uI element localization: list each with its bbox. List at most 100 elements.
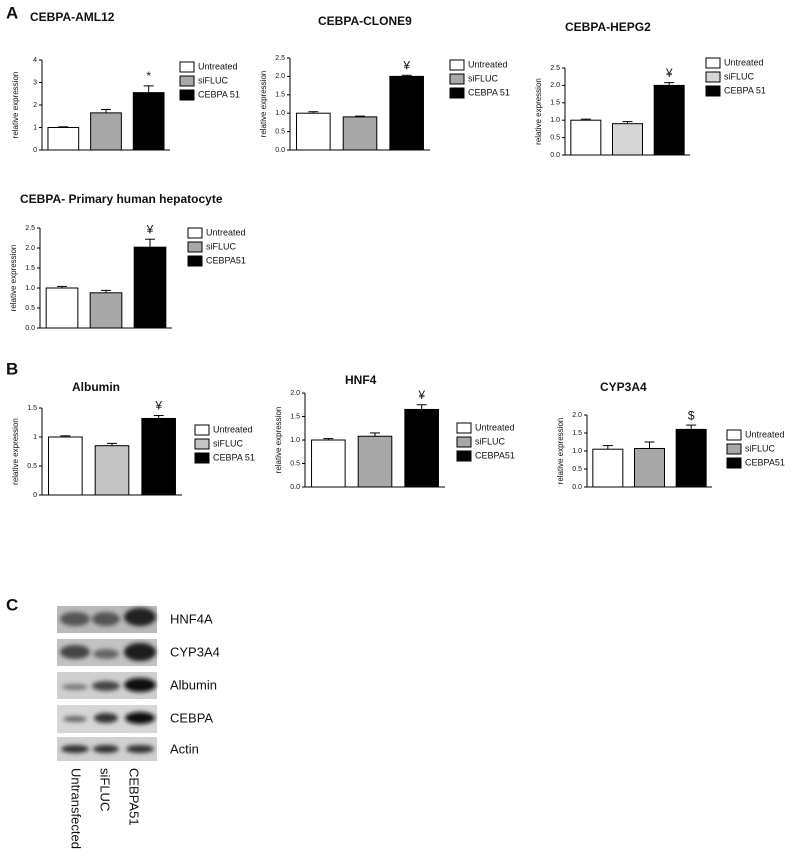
annotation: ¥: [402, 58, 410, 72]
band: [63, 716, 87, 722]
band-label: CYP3A4: [170, 644, 220, 659]
bar: [404, 408, 439, 488]
bar: [90, 112, 122, 151]
legend-swatch: [456, 422, 472, 434]
lane-label: Untransfected: [69, 768, 84, 849]
y-tick-label: 0.5: [550, 134, 560, 141]
bar: [132, 92, 165, 151]
band-label: Albumin: [170, 677, 217, 692]
band: [60, 645, 90, 659]
legend-label: Untreated: [213, 424, 253, 434]
band: [61, 745, 89, 753]
bar: [389, 75, 424, 151]
y-tick-label: 1.0: [275, 110, 285, 117]
y-tick-label: 2.5: [25, 225, 35, 232]
band: [126, 745, 154, 753]
band: [60, 612, 90, 626]
y-tick-label: 3: [33, 79, 37, 86]
y-tick-label: 1.5: [275, 92, 285, 99]
y-tick-label: 2.0: [550, 82, 560, 89]
y-axis-label: relative expression: [274, 407, 283, 474]
y-tick-label: 2.0: [275, 73, 285, 80]
y-tick-label: 1.5: [572, 430, 582, 437]
y-axis-label: relative expression: [11, 418, 20, 485]
lane-label: CEBPA51: [127, 768, 142, 826]
bar: [357, 435, 393, 488]
y-tick-label: 1.5: [27, 405, 37, 412]
band: [124, 643, 156, 661]
y-tick-label: 1.0: [550, 117, 560, 124]
chart-title: HNF4: [345, 373, 377, 387]
y-tick-label: 0: [33, 492, 37, 499]
legend-label: CEBPA 51: [468, 87, 510, 97]
legend-label: CEBPA51: [745, 457, 785, 467]
y-tick-label: 1.0: [572, 448, 582, 455]
legend-label: siFLUC: [724, 71, 755, 81]
western-blot: HNF4A CYP3A4 Albumin CEBPA Actin Untrans…: [57, 606, 220, 849]
bar: [311, 439, 346, 488]
legend-swatch: [456, 450, 472, 462]
legend-swatch: [726, 429, 742, 441]
band: [93, 649, 119, 659]
chart-title: CEBPA-HEPG2: [565, 20, 651, 34]
legend-swatch: [449, 73, 465, 85]
panel-label: B: [6, 359, 18, 378]
band-label: CEBPA: [170, 710, 213, 725]
y-tick-label: 2: [33, 102, 37, 109]
band: [93, 745, 119, 753]
annotation: $: [688, 408, 695, 422]
legend-swatch: [187, 241, 203, 253]
band: [124, 678, 156, 692]
panel-label: C: [6, 595, 18, 614]
legend-label: Untreated: [468, 59, 508, 69]
chart-title: CEBPA-CLONE9: [318, 14, 412, 28]
legend-swatch: [456, 436, 472, 448]
y-tick-label: 0.0: [275, 147, 285, 154]
bar: [47, 127, 80, 151]
annotation: *: [146, 69, 151, 83]
legend-label: CEBPA 51: [724, 85, 766, 95]
legend-label: Untreated: [198, 61, 238, 71]
bar: [675, 428, 707, 488]
legend-swatch: [449, 59, 465, 71]
legend-swatch: [705, 85, 721, 97]
legend-label: siFLUC: [198, 75, 229, 85]
chart-title: Albumin: [72, 380, 120, 394]
bar: [653, 84, 685, 156]
y-tick-label: 4: [33, 57, 37, 64]
y-tick-label: 0.0: [290, 484, 300, 491]
y-tick-label: 1.0: [290, 437, 300, 444]
y-tick-label: 0: [33, 147, 37, 154]
band: [94, 713, 118, 723]
legend-label: siFLUC: [213, 438, 244, 448]
legend-label: Untreated: [745, 429, 785, 439]
y-tick-label: 0.5: [27, 463, 37, 470]
legend-label: siFLUC: [206, 241, 237, 251]
y-tick-label: 1.5: [550, 100, 560, 107]
legend-label: Untreated: [475, 422, 515, 432]
legend-label: CEBPA51: [475, 450, 515, 460]
y-tick-label: 2.5: [550, 65, 560, 72]
bar: [89, 292, 123, 329]
y-tick-label: 0.0: [25, 325, 35, 332]
bar: [141, 417, 176, 496]
band: [125, 712, 155, 724]
chart-title: CEBPA-AML12: [30, 10, 115, 24]
bar: [592, 448, 624, 488]
bar: [612, 123, 643, 156]
legend-swatch: [179, 61, 195, 73]
annotation: ¥: [417, 388, 425, 402]
legend-swatch: [726, 457, 742, 469]
band: [62, 684, 88, 690]
y-tick-label: 1.5: [25, 265, 35, 272]
y-axis-label: relative expression: [556, 418, 565, 485]
y-tick-label: 2.0: [572, 412, 582, 419]
legend-swatch: [194, 452, 210, 464]
legend-label: siFLUC: [468, 73, 499, 83]
band: [92, 681, 120, 691]
y-tick-label: 2.5: [275, 55, 285, 62]
annotation: ¥: [154, 399, 162, 413]
lane-label: siFLUC: [98, 768, 113, 811]
bar: [133, 246, 167, 329]
band-label: HNF4A: [170, 611, 213, 626]
